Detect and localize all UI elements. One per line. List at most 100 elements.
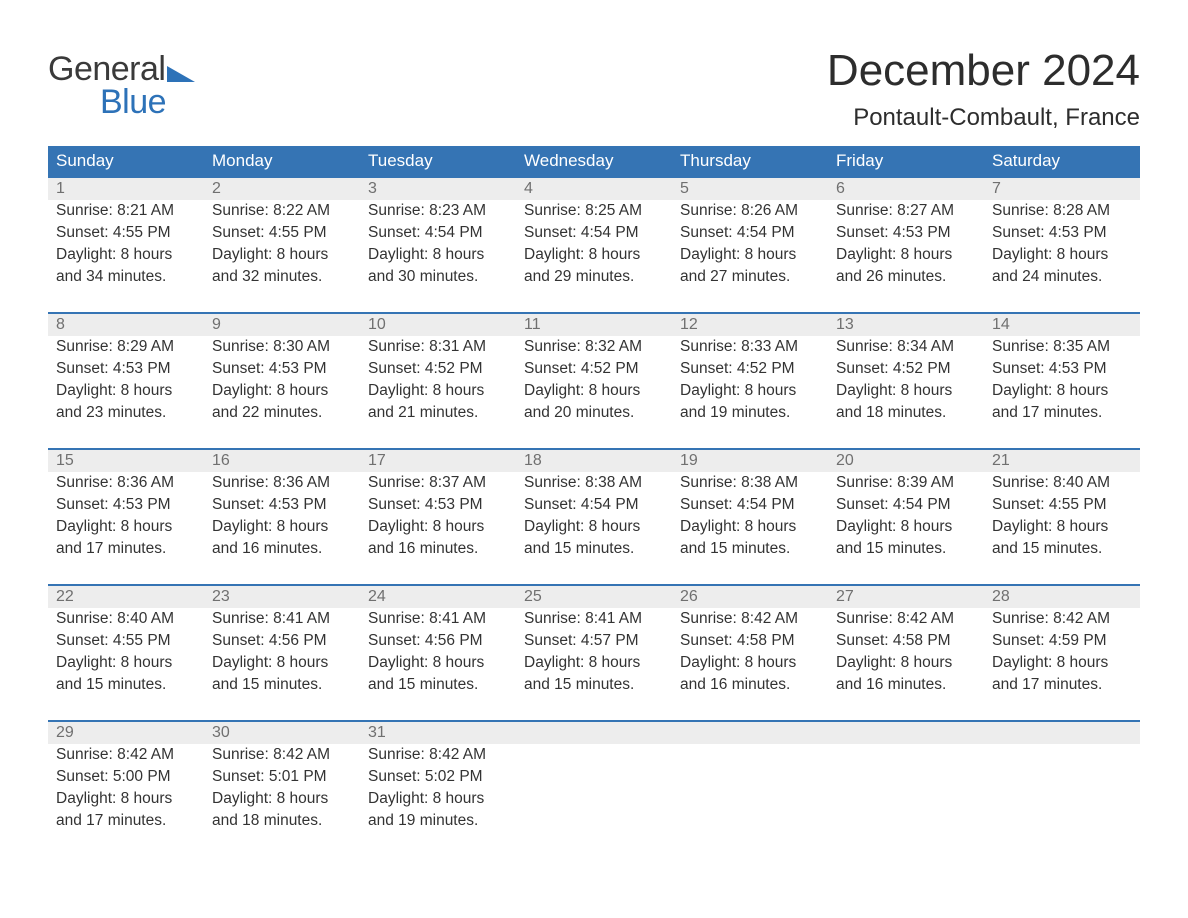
logo: General Blue [48, 50, 195, 122]
sunset: Sunset: 5:01 PM [204, 766, 360, 788]
daylight-2: and 15 minutes. [48, 674, 204, 696]
sunset: Sunset: 4:53 PM [360, 494, 516, 516]
weekday-sat: Saturday [984, 146, 1140, 176]
day-number: 4 [516, 178, 672, 200]
day-number: 10 [360, 314, 516, 336]
sunrise: Sunrise: 8:38 AM [516, 472, 672, 494]
page: General Blue December 2024 Pontault-Comb… [0, 0, 1188, 896]
daylight-1 [516, 788, 672, 810]
daylight-2: and 15 minutes. [672, 538, 828, 560]
daylight-row-2: and 34 minutes. and 32 minutes. and 30 m… [48, 266, 1140, 288]
daylight-2 [984, 810, 1140, 832]
sunrise: Sunrise: 8:42 AM [48, 744, 204, 766]
daylight-1: Daylight: 8 hours [984, 244, 1140, 266]
day-number: 18 [516, 450, 672, 472]
daylight-1: Daylight: 8 hours [516, 244, 672, 266]
daylight-row-2: and 17 minutes. and 16 minutes. and 16 m… [48, 538, 1140, 560]
weekday-header: Sunday Monday Tuesday Wednesday Thursday… [48, 146, 1140, 176]
sunset: Sunset: 4:54 PM [672, 222, 828, 244]
sunrise: Sunrise: 8:41 AM [204, 608, 360, 630]
daynum-row: 8 9 10 11 12 13 14 [48, 314, 1140, 336]
day-number: 3 [360, 178, 516, 200]
daylight-1: Daylight: 8 hours [984, 380, 1140, 402]
day-number: 11 [516, 314, 672, 336]
header: General Blue December 2024 Pontault-Comb… [48, 30, 1140, 132]
sunrise: Sunrise: 8:27 AM [828, 200, 984, 222]
daylight-1: Daylight: 8 hours [48, 516, 204, 538]
daylight-row-1: Daylight: 8 hours Daylight: 8 hours Dayl… [48, 516, 1140, 538]
sunset: Sunset: 4:53 PM [48, 494, 204, 516]
day-number: 8 [48, 314, 204, 336]
daynum-row: 29 30 31 [48, 722, 1140, 744]
day-number: 19 [672, 450, 828, 472]
daylight-2: and 26 minutes. [828, 266, 984, 288]
daylight-1: Daylight: 8 hours [204, 244, 360, 266]
weekday-fri: Friday [828, 146, 984, 176]
sunset: Sunset: 4:53 PM [828, 222, 984, 244]
daylight-1: Daylight: 8 hours [828, 380, 984, 402]
daynum-row: 22 23 24 25 26 27 28 [48, 586, 1140, 608]
day-number: 31 [360, 722, 516, 744]
flag-icon [167, 52, 195, 91]
sunset: Sunset: 4:58 PM [828, 630, 984, 652]
sunset: Sunset: 4:55 PM [984, 494, 1140, 516]
daylight-2: and 21 minutes. [360, 402, 516, 424]
daylight-2: and 16 minutes. [360, 538, 516, 560]
daylight-1: Daylight: 8 hours [360, 380, 516, 402]
sunrise: Sunrise: 8:40 AM [48, 608, 204, 630]
daylight-1: Daylight: 8 hours [360, 788, 516, 810]
sunrise: Sunrise: 8:32 AM [516, 336, 672, 358]
sunset: Sunset: 4:53 PM [48, 358, 204, 380]
sunrise: Sunrise: 8:28 AM [984, 200, 1140, 222]
weekday-thu: Thursday [672, 146, 828, 176]
daylight-1 [672, 788, 828, 810]
day-number: 5 [672, 178, 828, 200]
sunrise: Sunrise: 8:42 AM [984, 608, 1140, 630]
daylight-2 [516, 810, 672, 832]
sunrise-row: Sunrise: 8:21 AM Sunrise: 8:22 AM Sunris… [48, 200, 1140, 222]
sunrise: Sunrise: 8:37 AM [360, 472, 516, 494]
sunrise: Sunrise: 8:35 AM [984, 336, 1140, 358]
day-number: 25 [516, 586, 672, 608]
sunrise: Sunrise: 8:23 AM [360, 200, 516, 222]
daylight-1: Daylight: 8 hours [204, 788, 360, 810]
daylight-1: Daylight: 8 hours [984, 516, 1140, 538]
daylight-2: and 15 minutes. [204, 674, 360, 696]
sunrise: Sunrise: 8:42 AM [672, 608, 828, 630]
sunset: Sunset: 4:55 PM [48, 630, 204, 652]
daylight-1: Daylight: 8 hours [828, 652, 984, 674]
sunrise: Sunrise: 8:33 AM [672, 336, 828, 358]
sunrise: Sunrise: 8:26 AM [672, 200, 828, 222]
sunrise-row: Sunrise: 8:36 AM Sunrise: 8:36 AM Sunris… [48, 472, 1140, 494]
daylight-1: Daylight: 8 hours [360, 244, 516, 266]
sunset-row: Sunset: 5:00 PM Sunset: 5:01 PM Sunset: … [48, 766, 1140, 788]
sunrise: Sunrise: 8:36 AM [204, 472, 360, 494]
daylight-1: Daylight: 8 hours [360, 516, 516, 538]
sunset: Sunset: 4:54 PM [516, 494, 672, 516]
daylight-2: and 23 minutes. [48, 402, 204, 424]
sunset: Sunset: 4:52 PM [828, 358, 984, 380]
daylight-1: Daylight: 8 hours [672, 516, 828, 538]
sunrise [516, 744, 672, 766]
weekday-wed: Wednesday [516, 146, 672, 176]
daylight-2: and 30 minutes. [360, 266, 516, 288]
sunrise: Sunrise: 8:29 AM [48, 336, 204, 358]
sunset-row: Sunset: 4:53 PM Sunset: 4:53 PM Sunset: … [48, 358, 1140, 380]
day-number: 15 [48, 450, 204, 472]
daylight-2: and 17 minutes. [984, 402, 1140, 424]
day-number: 22 [48, 586, 204, 608]
sunset: Sunset: 4:53 PM [204, 494, 360, 516]
sunrise: Sunrise: 8:42 AM [204, 744, 360, 766]
sunrise: Sunrise: 8:22 AM [204, 200, 360, 222]
week-row: 29 30 31 Sunrise: 8:42 AM Sunrise: 8:42 … [48, 720, 1140, 832]
sunrise: Sunrise: 8:34 AM [828, 336, 984, 358]
sunset [984, 766, 1140, 788]
daylight-2: and 15 minutes. [984, 538, 1140, 560]
daylight-2: and 22 minutes. [204, 402, 360, 424]
daylight-2: and 17 minutes. [984, 674, 1140, 696]
weekday-mon: Monday [204, 146, 360, 176]
sunset: Sunset: 4:56 PM [360, 630, 516, 652]
sunrise: Sunrise: 8:41 AM [516, 608, 672, 630]
daylight-2: and 29 minutes. [516, 266, 672, 288]
day-number: 30 [204, 722, 360, 744]
